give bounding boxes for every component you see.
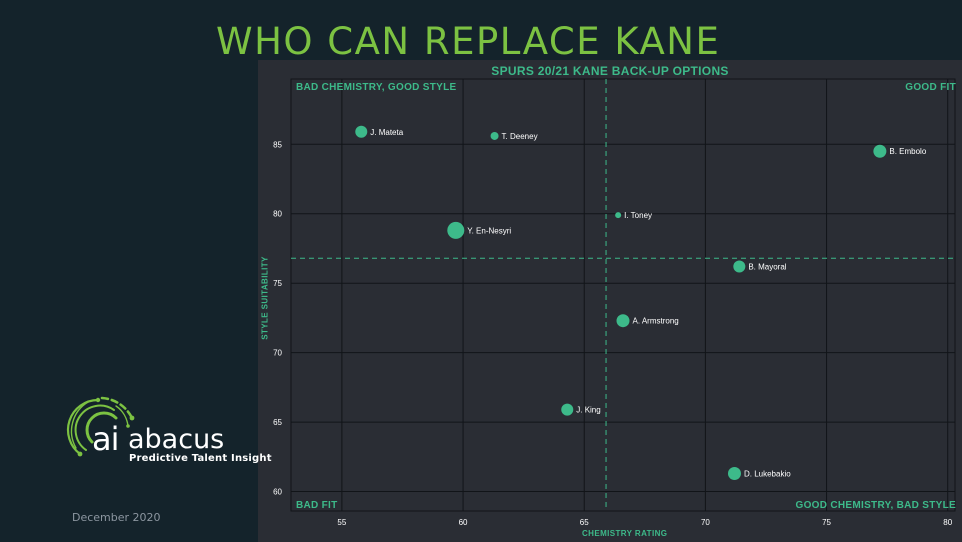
x-tick-label: 60	[459, 518, 468, 527]
slide-title: WHO CAN REPLACE KANE	[216, 20, 721, 63]
data-point-label: A. Armstrong	[633, 317, 679, 326]
data-point	[727, 466, 741, 480]
y-tick-label: 80	[273, 210, 282, 219]
data-points	[355, 125, 887, 480]
y-axis-label: STYLE SUITABILITY	[260, 256, 270, 340]
point-labels: J. Mateta T. Deeney B. Embolo I. Toney Y. En…	[370, 128, 927, 479]
data-point	[873, 144, 887, 158]
data-point	[490, 131, 499, 140]
data-point-label: B. Mayoral	[748, 263, 786, 272]
reference-lines	[291, 79, 955, 511]
chart-panel	[258, 60, 962, 542]
logo-tagline: Predictive Talent Insight	[129, 453, 272, 464]
data-point	[447, 221, 465, 239]
y-tick-label: 70	[273, 349, 282, 358]
grid-lines	[290, 78, 956, 512]
y-tick-label: 75	[273, 279, 282, 288]
x-tick-label: 80	[943, 518, 952, 527]
logo-mark: ai	[92, 420, 119, 458]
x-tick-label: 65	[580, 518, 589, 527]
x-axis-label: CHEMISTRY RATING	[582, 529, 668, 538]
abacus-circuit-rings-icon	[66, 396, 135, 457]
quadrant-label-bottom-right: GOOD CHEMISTRY, BAD STYLE	[795, 500, 956, 511]
footer-date: December 2020	[72, 511, 161, 524]
x-tick-label: 75	[822, 518, 831, 527]
plot-frame	[290, 78, 956, 512]
data-point	[615, 212, 622, 219]
x-tick-label: 70	[701, 518, 710, 527]
quadrant-label-top-right: GOOD FIT	[905, 82, 956, 93]
y-tick-label: 85	[273, 140, 282, 149]
data-point-label: J. Mateta	[370, 128, 403, 137]
data-point-label: D. Lukebakio	[744, 469, 791, 478]
data-point	[616, 314, 630, 328]
y-tick-label: 65	[273, 418, 282, 427]
data-point-label: I. Toney	[624, 211, 652, 220]
y-tick-label: 60	[273, 488, 282, 497]
logo-name: abacus	[128, 424, 225, 455]
data-point	[355, 125, 368, 138]
data-point	[733, 260, 746, 273]
tick-labels: 55 60 65 70 75 80 60 65 70 75 80 85	[273, 140, 953, 527]
x-tick-label: 55	[337, 518, 346, 527]
data-point-label: B. Embolo	[889, 147, 926, 156]
data-point-label: J. King	[576, 406, 600, 415]
data-point-label: Y. En-Nesyri	[467, 226, 511, 235]
quadrant-label-top-left: BAD CHEMISTRY, GOOD STYLE	[296, 82, 457, 93]
chart-title: SPURS 20/21 KANE BACK-UP OPTIONS	[491, 64, 729, 78]
quadrant-label-bottom-left: BAD FIT	[296, 500, 338, 511]
data-point-label: T. Deeney	[502, 132, 538, 141]
data-point	[561, 403, 574, 416]
